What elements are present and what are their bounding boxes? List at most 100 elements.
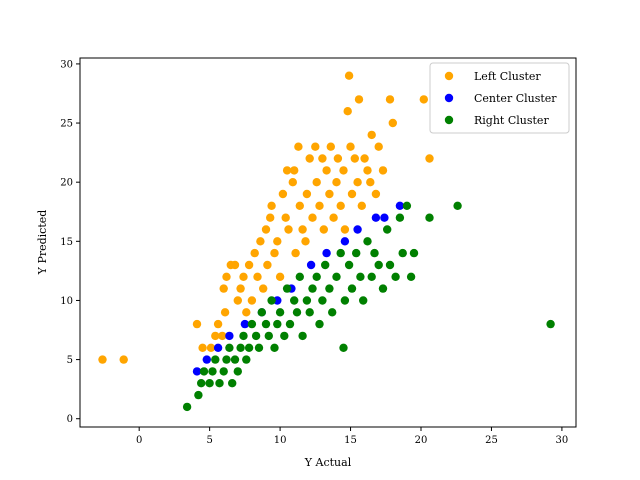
data-point [302,296,312,305]
data-point [288,178,297,187]
data-point [371,213,381,222]
data-point [254,343,264,352]
data-point [219,367,228,376]
data-point [353,225,362,234]
y-tick-label: 30 [60,59,73,70]
y-axis-label: Y Predicted [36,210,49,276]
data-point [239,331,248,341]
data-point [208,367,217,376]
data-point [292,308,302,317]
data-point [409,248,419,258]
data-point [225,331,234,341]
data-point [294,142,303,151]
data-point [312,178,321,187]
data-point [199,367,209,376]
data-point [388,118,397,128]
x-tick-label: 30 [556,435,569,446]
x-axis-label: Y Actual [304,456,352,469]
data-point [205,379,214,388]
x-tick-label: 20 [415,435,428,446]
data-point [278,189,288,199]
data-point [321,260,330,270]
data-point [244,343,254,352]
data-point [343,107,352,116]
data-point [344,71,354,80]
data-point [198,343,207,352]
y-tick-label: 5 [67,355,73,366]
legend-marker [444,71,454,81]
data-point [250,248,259,258]
data-point [367,272,376,281]
legend-label: Center Cluster [474,92,557,105]
data-point [267,296,276,305]
data-point [322,166,331,175]
legend-label: Left Cluster [474,70,541,83]
data-point [336,248,345,258]
data-point [270,248,279,258]
series-0 [98,71,434,364]
x-tick-label: 0 [136,435,142,446]
data-point [383,225,392,234]
data-point [244,260,254,270]
data-point [220,308,230,317]
data-point [119,355,128,364]
data-point [282,166,292,175]
data-point [425,154,434,163]
data-point [380,213,389,222]
data-point [370,248,379,258]
legend-label: Right Cluster [474,114,549,127]
data-point [339,166,348,175]
x-tick-label: 15 [344,435,357,446]
data-point [230,260,240,270]
data-point [222,272,231,281]
data-point [263,260,272,270]
y-tick-label: 15 [60,237,73,248]
data-point [236,284,245,293]
x-tick-label: 5 [206,435,212,446]
data-point [340,237,350,246]
data-point [236,343,245,352]
data-point [325,284,334,293]
data-point [275,308,285,317]
legend-marker [444,93,454,103]
data-point [213,319,223,329]
data-point [340,225,350,234]
data-point [206,343,216,352]
data-point [315,201,324,210]
data-point [242,308,251,317]
plot-frame [79,57,577,428]
data-point [319,225,328,234]
data-point [247,296,257,305]
data-point [298,331,307,341]
data-point [270,343,279,352]
data-point [213,343,223,352]
data-point [325,189,334,199]
data-point [374,260,383,270]
data-point [318,154,327,163]
legend: Left Cluster Center Cluster Right Cluster [429,62,570,134]
data-point [378,284,388,293]
data-point [218,331,227,341]
data-point [305,308,314,317]
data-point [295,201,304,210]
data-point [546,319,555,329]
data-point [352,248,361,258]
data-point [302,189,312,199]
data-point [339,343,348,352]
data-point [267,201,276,210]
x-tick-label: 25 [485,435,498,446]
data-point [359,296,368,305]
data-point [402,201,412,210]
data-point [385,95,395,104]
data-point [322,248,331,258]
data-point [308,284,317,293]
data-point [336,201,345,210]
data-point [353,178,362,187]
points-layer [98,71,555,412]
data-point [308,213,317,222]
legend-entries: Left Cluster Center Cluster Right Cluster [444,70,557,127]
data-point [385,260,395,270]
data-point [211,355,220,364]
data-point [367,130,376,140]
data-point [273,319,282,329]
